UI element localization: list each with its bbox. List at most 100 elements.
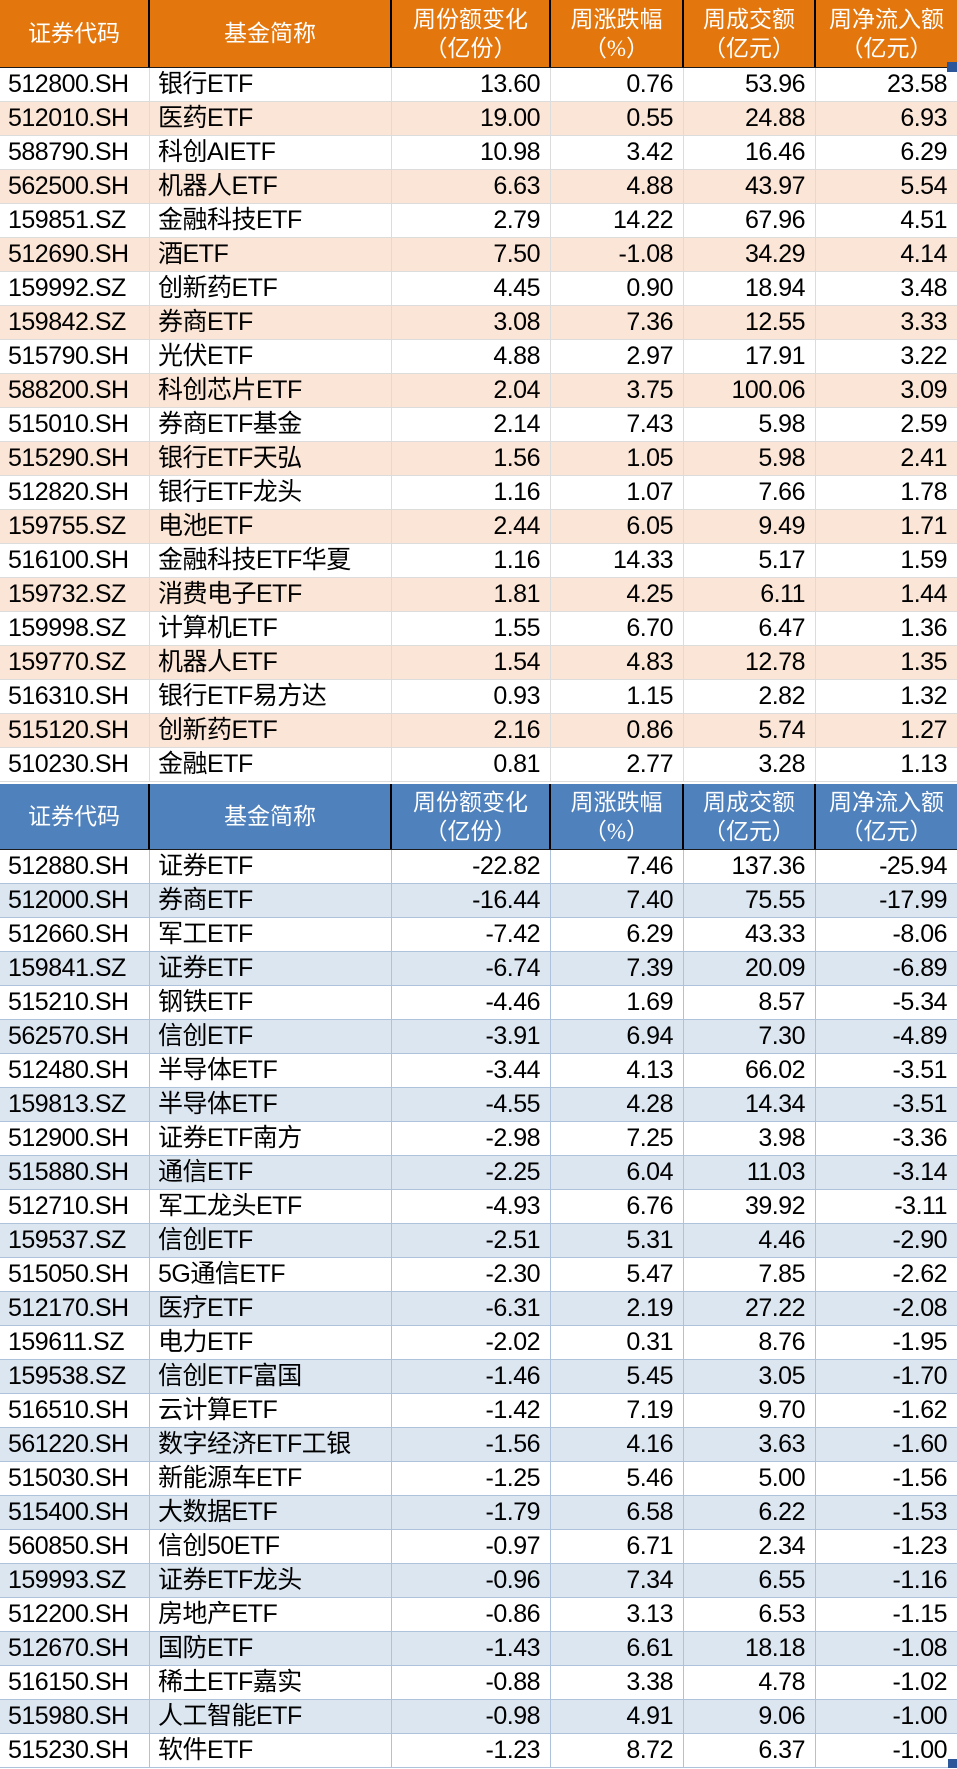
cell-code[interactable]: 515790.SH <box>0 340 150 374</box>
column-header-turnover[interactable]: 周成交额 （亿元） <box>684 784 816 849</box>
cell-fund-name[interactable]: 金融科技ETF <box>150 204 392 238</box>
cell-fund-name[interactable]: 医药ETF <box>150 102 392 136</box>
cell-net-flow[interactable]: -1.95 <box>816 1326 957 1360</box>
cell-code[interactable]: 159611.SZ <box>0 1326 150 1360</box>
cell-net-flow[interactable]: 4.51 <box>816 204 957 238</box>
cell-turnover[interactable]: 5.17 <box>684 544 816 578</box>
cell-pct-change[interactable]: 6.71 <box>551 1530 684 1564</box>
cell-fund-name[interactable]: 创新药ETF <box>150 714 392 748</box>
cell-share-change[interactable]: -4.55 <box>392 1088 551 1122</box>
cell-code[interactable]: 159993.SZ <box>0 1564 150 1598</box>
cell-pct-change[interactable]: 0.86 <box>551 714 684 748</box>
cell-net-flow[interactable]: 1.13 <box>816 748 957 782</box>
cell-share-change[interactable]: -4.93 <box>392 1190 551 1224</box>
cell-share-change[interactable]: -0.98 <box>392 1700 551 1734</box>
cell-turnover[interactable]: 7.30 <box>684 1020 816 1054</box>
cell-fund-name[interactable]: 信创50ETF <box>150 1530 392 1564</box>
cell-net-flow[interactable]: -1.23 <box>816 1530 957 1564</box>
cell-fund-name[interactable]: 大数据ETF <box>150 1496 392 1530</box>
cell-turnover[interactable]: 9.06 <box>684 1700 816 1734</box>
cell-code[interactable]: 512010.SH <box>0 102 150 136</box>
cell-turnover[interactable]: 6.55 <box>684 1564 816 1598</box>
cell-code[interactable]: 562500.SH <box>0 170 150 204</box>
cell-share-change[interactable]: -3.91 <box>392 1020 551 1054</box>
cell-share-change[interactable]: 13.60 <box>392 68 551 102</box>
cell-turnover[interactable]: 2.82 <box>684 680 816 714</box>
cell-net-flow[interactable]: 3.33 <box>816 306 957 340</box>
cell-net-flow[interactable]: 2.59 <box>816 408 957 442</box>
cell-turnover[interactable]: 3.28 <box>684 748 816 782</box>
cell-share-change[interactable]: 1.55 <box>392 612 551 646</box>
cell-net-flow[interactable]: -1.70 <box>816 1360 957 1394</box>
cell-net-flow[interactable]: -6.89 <box>816 952 957 986</box>
cell-share-change[interactable]: 2.04 <box>392 374 551 408</box>
cell-share-change[interactable]: 2.14 <box>392 408 551 442</box>
cell-net-flow[interactable]: -3.11 <box>816 1190 957 1224</box>
cell-code[interactable]: 159538.SZ <box>0 1360 150 1394</box>
cell-fund-name[interactable]: 新能源车ETF <box>150 1462 392 1496</box>
cell-turnover[interactable]: 11.03 <box>684 1156 816 1190</box>
cell-turnover[interactable]: 17.91 <box>684 340 816 374</box>
cell-turnover[interactable]: 6.22 <box>684 1496 816 1530</box>
cell-share-change[interactable]: 1.56 <box>392 442 551 476</box>
cell-pct-change[interactable]: 1.05 <box>551 442 684 476</box>
column-header-name[interactable]: 基金简称 <box>150 0 392 67</box>
cell-share-change[interactable]: -3.44 <box>392 1054 551 1088</box>
cell-pct-change[interactable]: 6.04 <box>551 1156 684 1190</box>
cell-turnover[interactable]: 9.49 <box>684 510 816 544</box>
cell-share-change[interactable]: -1.42 <box>392 1394 551 1428</box>
cell-turnover[interactable]: 16.46 <box>684 136 816 170</box>
cell-net-flow[interactable]: -3.51 <box>816 1054 957 1088</box>
cell-share-change[interactable]: -22.82 <box>392 850 551 884</box>
cell-pct-change[interactable]: 6.94 <box>551 1020 684 1054</box>
cell-code[interactable]: 588790.SH <box>0 136 150 170</box>
cell-share-change[interactable]: -1.56 <box>392 1428 551 1462</box>
cell-pct-change[interactable]: 5.45 <box>551 1360 684 1394</box>
cell-share-change[interactable]: 1.16 <box>392 476 551 510</box>
cell-pct-change[interactable]: 6.61 <box>551 1632 684 1666</box>
cell-share-change[interactable]: 1.54 <box>392 646 551 680</box>
cell-turnover[interactable]: 137.36 <box>684 850 816 884</box>
cell-fund-name[interactable]: 证券ETF <box>150 952 392 986</box>
cell-net-flow[interactable]: 3.48 <box>816 272 957 306</box>
cell-share-change[interactable]: -6.74 <box>392 952 551 986</box>
column-header-net-flow[interactable]: 周净流入额 （亿元） <box>816 784 957 849</box>
cell-pct-change[interactable]: 6.29 <box>551 918 684 952</box>
cell-net-flow[interactable]: 2.41 <box>816 442 957 476</box>
cell-fund-name[interactable]: 证券ETF龙头 <box>150 1564 392 1598</box>
cell-pct-change[interactable]: 6.05 <box>551 510 684 544</box>
cell-turnover[interactable]: 5.98 <box>684 408 816 442</box>
cell-pct-change[interactable]: 14.33 <box>551 544 684 578</box>
cell-pct-change[interactable]: 4.13 <box>551 1054 684 1088</box>
column-header-pct-change[interactable]: 周涨跌幅 （%） <box>551 0 684 67</box>
cell-turnover[interactable]: 20.09 <box>684 952 816 986</box>
cell-fund-name[interactable]: 消费电子ETF <box>150 578 392 612</box>
cell-share-change[interactable]: 4.88 <box>392 340 551 374</box>
cell-code[interactable]: 512200.SH <box>0 1598 150 1632</box>
cell-fund-name[interactable]: 军工龙头ETF <box>150 1190 392 1224</box>
cell-code[interactable]: 159851.SZ <box>0 204 150 238</box>
cell-turnover[interactable]: 24.88 <box>684 102 816 136</box>
cell-pct-change[interactable]: 4.83 <box>551 646 684 680</box>
cell-pct-change[interactable]: 7.39 <box>551 952 684 986</box>
cell-pct-change[interactable]: 4.88 <box>551 170 684 204</box>
cell-share-change[interactable]: 0.93 <box>392 680 551 714</box>
cell-code[interactable]: 512900.SH <box>0 1122 150 1156</box>
cell-share-change[interactable]: 4.45 <box>392 272 551 306</box>
cell-net-flow[interactable]: 3.09 <box>816 374 957 408</box>
cell-code[interactable]: 159770.SZ <box>0 646 150 680</box>
cell-turnover[interactable]: 18.18 <box>684 1632 816 1666</box>
cell-code[interactable]: 516100.SH <box>0 544 150 578</box>
cell-net-flow[interactable]: -3.14 <box>816 1156 957 1190</box>
cell-net-flow[interactable]: 1.71 <box>816 510 957 544</box>
cell-turnover[interactable]: 6.11 <box>684 578 816 612</box>
cell-turnover[interactable]: 2.34 <box>684 1530 816 1564</box>
cell-share-change[interactable]: 10.98 <box>392 136 551 170</box>
cell-code[interactable]: 515010.SH <box>0 408 150 442</box>
cell-code[interactable]: 515050.SH <box>0 1258 150 1292</box>
cell-pct-change[interactable]: 6.76 <box>551 1190 684 1224</box>
cell-share-change[interactable]: 2.16 <box>392 714 551 748</box>
cell-fund-name[interactable]: 机器人ETF <box>150 646 392 680</box>
column-header-code[interactable]: 证券代码 <box>0 0 150 67</box>
cell-share-change[interactable]: -7.42 <box>392 918 551 952</box>
